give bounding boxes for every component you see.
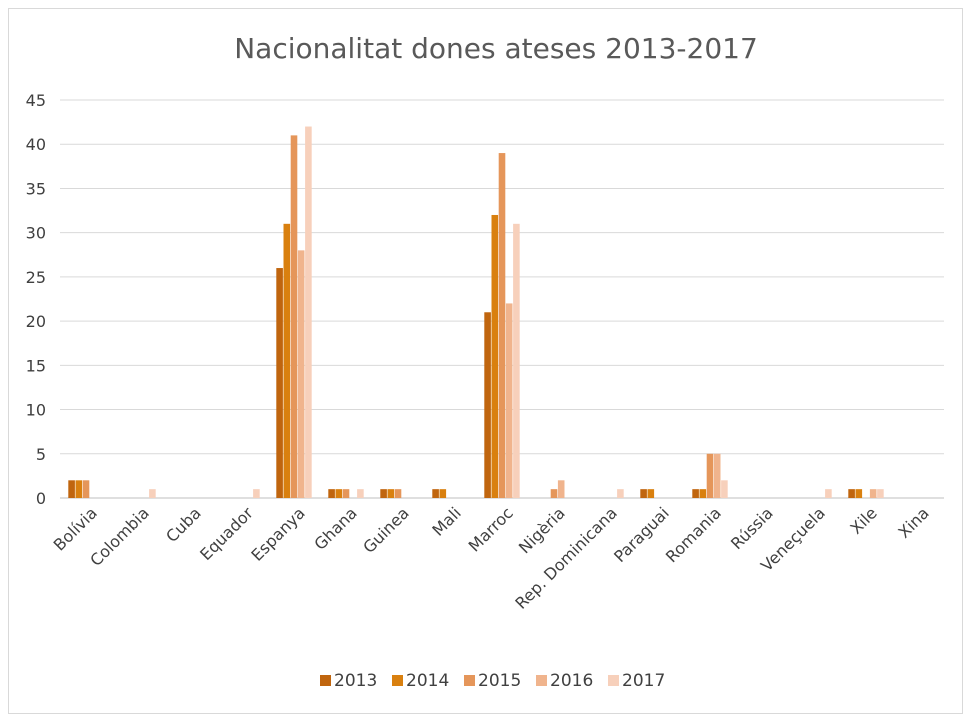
legend-swatch [392, 675, 403, 686]
bar [491, 214, 499, 498]
y-tick-label: 5 [36, 445, 46, 464]
chart-title: Nacionalitat dones ateses 2013-2017 [234, 32, 758, 65]
bar [297, 250, 305, 498]
x-tick-label: Equador [196, 503, 257, 564]
bar [394, 489, 402, 498]
legend-label: 2016 [550, 671, 593, 691]
legend: 2013 2014 2015 2016 2017 [320, 671, 665, 691]
y-tick-label: 20 [26, 312, 46, 331]
legend-swatch [608, 675, 619, 686]
bar [699, 489, 707, 498]
legend-label: 2017 [622, 671, 665, 691]
bar [290, 135, 298, 498]
y-tick-label: 35 [26, 179, 46, 198]
x-tick-label: Mali [428, 503, 464, 539]
x-tick-label: Marroc [465, 503, 517, 555]
legend-label: 2015 [478, 671, 521, 691]
bar [283, 223, 291, 499]
bar [647, 489, 655, 498]
bar [82, 480, 90, 498]
bar [721, 480, 728, 498]
bar [713, 453, 721, 498]
y-axis-ticks: 0 5 10 15 20 25 30 35 40 45 [26, 91, 46, 508]
bar [305, 126, 312, 499]
bar [68, 480, 75, 498]
bar [342, 489, 350, 498]
bar [617, 489, 624, 498]
bar [432, 489, 439, 498]
legend-swatch [464, 675, 475, 686]
y-tick-label: 0 [36, 489, 46, 508]
y-tick-label: 15 [26, 356, 46, 375]
x-tick-label: Espanya [247, 503, 308, 564]
bar [357, 489, 364, 498]
legend-swatch [536, 675, 547, 686]
x-tick-label: Bolívia [50, 503, 101, 554]
legend-swatch [320, 675, 331, 686]
bar [640, 489, 647, 498]
bar [484, 312, 491, 498]
x-tick-label: Guinea [359, 503, 413, 557]
x-tick-label: Paraguai [610, 503, 673, 566]
x-tick-label: Ghana [310, 503, 360, 553]
x-tick-label: Romania [662, 503, 725, 566]
bar [253, 489, 260, 498]
legend-label: 2014 [406, 671, 449, 691]
bar [149, 489, 156, 498]
legend-label: 2013 [334, 671, 377, 691]
bar [498, 153, 506, 499]
bar [328, 489, 335, 498]
y-tick-label: 30 [26, 224, 46, 243]
y-tick-label: 40 [26, 135, 46, 154]
bar [869, 489, 877, 498]
bar [513, 223, 520, 499]
gridlines [60, 99, 944, 499]
bar [557, 480, 565, 498]
x-tick-label: Cuba [162, 503, 205, 546]
y-tick-label: 45 [26, 91, 46, 110]
x-tick-label: Rússia [727, 503, 777, 553]
bars [68, 126, 884, 499]
bar [550, 489, 558, 498]
bar [848, 489, 855, 498]
bar [877, 489, 884, 498]
bar [439, 489, 447, 498]
x-tick-label: Xile [846, 503, 880, 537]
bar [387, 489, 395, 498]
bar [335, 489, 343, 498]
bar [75, 480, 83, 498]
x-tick-label: Rep. Dominicana [511, 503, 620, 612]
bar [825, 489, 832, 498]
bar [505, 303, 513, 498]
bar [706, 453, 714, 498]
bar [855, 489, 863, 498]
bar [276, 268, 283, 498]
y-tick-label: 25 [26, 268, 46, 287]
x-tick-label: Xina [894, 503, 932, 541]
bar [380, 489, 387, 498]
bar [692, 489, 699, 498]
y-tick-label: 10 [26, 401, 46, 420]
